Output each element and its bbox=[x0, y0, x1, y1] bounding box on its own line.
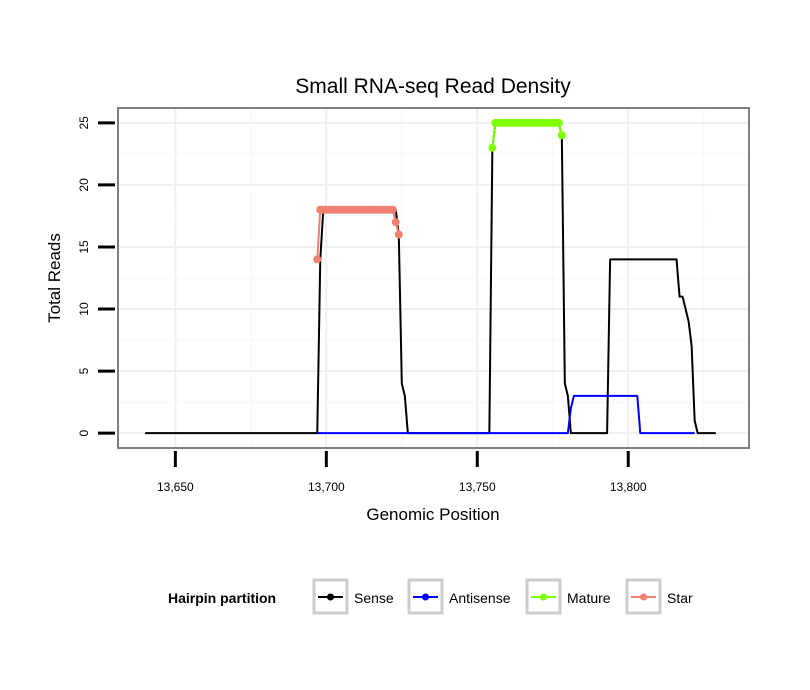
series-mature bbox=[488, 118, 566, 152]
legend-label: Mature bbox=[567, 590, 611, 606]
legend: Hairpin partition Sense Antisense Mature St… bbox=[168, 578, 693, 615]
legend-label: Antisense bbox=[449, 590, 511, 606]
y-tick-label: 20 bbox=[77, 178, 91, 192]
legend-key-marker bbox=[640, 593, 647, 601]
series-line-star bbox=[316, 208, 400, 260]
data-point-star bbox=[313, 255, 322, 264]
y-tick-label: 25 bbox=[77, 116, 91, 130]
chart-title: Small RNA-seq Read Density bbox=[295, 75, 571, 98]
legend-item-mature: Mature bbox=[525, 578, 611, 615]
legend-key-marker bbox=[327, 593, 334, 601]
x-tick-label: 13,800 bbox=[610, 480, 647, 494]
plot-border bbox=[117, 107, 750, 449]
legend-title: Hairpin partition bbox=[168, 590, 276, 606]
y-axis-title: Total Reads bbox=[45, 233, 64, 323]
data-point-mature bbox=[554, 118, 563, 127]
legend-label: Sense bbox=[354, 590, 394, 606]
y-axis: 0 5 10 15 20 25 bbox=[77, 116, 115, 436]
y-tick-label: 15 bbox=[77, 240, 91, 254]
series-star bbox=[313, 205, 403, 264]
legend-item-antisense: Antisense bbox=[407, 578, 511, 615]
series-antisense bbox=[317, 394, 695, 435]
legend-item-star: Star bbox=[625, 578, 693, 615]
data-point-mature bbox=[557, 131, 566, 140]
x-tick-label: 13,650 bbox=[157, 480, 194, 494]
series-layer bbox=[145, 118, 716, 435]
data-point-star bbox=[391, 218, 400, 227]
x-axis: 13,650 13,700 13,750 13,800 bbox=[157, 451, 647, 494]
legend-label: Star bbox=[667, 590, 693, 606]
series-line-antisense bbox=[317, 394, 695, 435]
y-tick-label: 0 bbox=[77, 429, 91, 436]
y-tick-label: 10 bbox=[77, 302, 91, 316]
y-tick-label: 5 bbox=[77, 367, 91, 374]
data-point-star bbox=[388, 205, 397, 214]
legend-key-marker bbox=[540, 593, 547, 601]
x-tick-label: 13,700 bbox=[308, 480, 345, 494]
x-tick-label: 13,750 bbox=[459, 480, 496, 494]
data-point-star bbox=[394, 230, 403, 239]
legend-key-marker bbox=[422, 593, 429, 601]
data-point-mature bbox=[488, 143, 497, 152]
legend-item-sense: Sense bbox=[312, 578, 394, 615]
grid bbox=[118, 108, 749, 448]
x-axis-title: Genomic Position bbox=[366, 505, 499, 524]
